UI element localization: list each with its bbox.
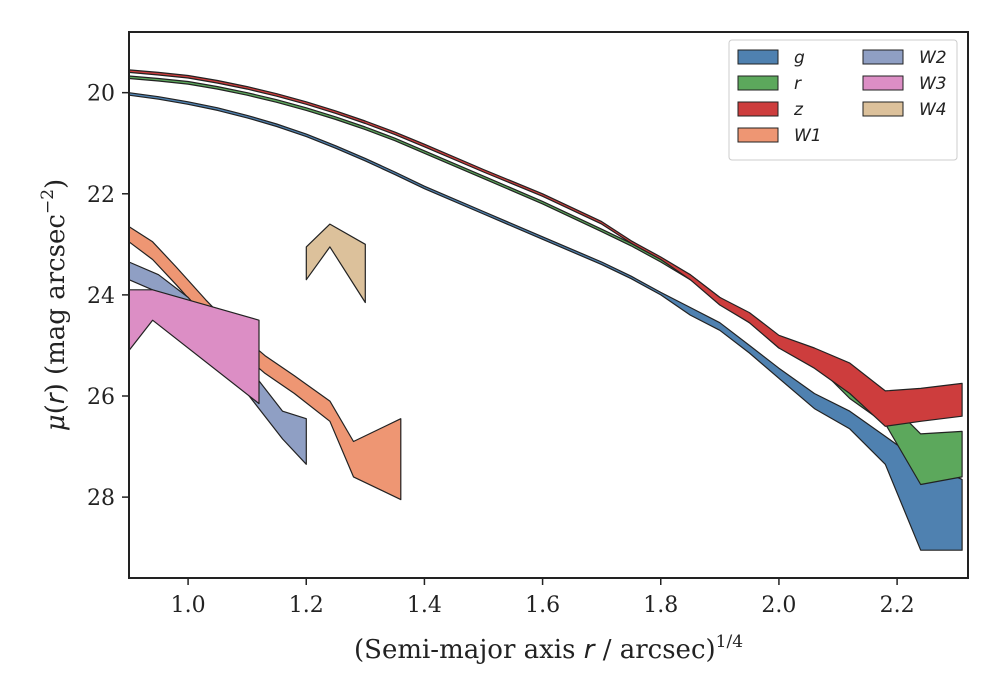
y-axis-label-unit: ) (mag arcsec: [41, 214, 71, 393]
y-tick-label: 28: [87, 486, 115, 511]
x-axis-label-unit: / arcsec): [594, 635, 715, 665]
x-axis-label-exponent: 1/4: [716, 632, 743, 652]
legend-box: [728, 39, 958, 161]
x-tick-label: 1.8: [643, 593, 678, 618]
legend-label-w2: W2: [919, 48, 947, 68]
legend-label-r: r: [794, 74, 802, 94]
x-tick-label: 2.0: [761, 593, 796, 618]
y-axis-label-variable: r: [41, 391, 71, 404]
legend-label-w3: W3: [919, 74, 947, 94]
y-tick-label: 22: [87, 183, 115, 208]
legend-label-w1: W1: [794, 126, 822, 146]
legend-swatch-w1: [737, 127, 779, 143]
plot-frame: [128, 31, 969, 579]
x-tick-label: 1.4: [407, 593, 442, 618]
legend-swatch-r: [737, 75, 779, 91]
x-tick-label: 1.6: [525, 593, 560, 618]
y-axis-label-open: (: [41, 404, 71, 414]
x-tick-label: 1.2: [289, 593, 324, 618]
series-band-g: [128, 92, 963, 551]
legend-label-z: z: [793, 100, 804, 120]
y-tick-label: 26: [87, 385, 115, 410]
legend-swatch-g: [737, 49, 779, 65]
legend-swatch-z: [737, 101, 779, 117]
y-tick-label: 20: [87, 82, 115, 107]
series-band-w4: [305, 223, 366, 304]
y-axis-label-close: ): [41, 179, 71, 189]
x-axis-label-variable: r: [584, 635, 597, 665]
y-tick-label: 24: [87, 284, 115, 309]
legend-swatch-w3: [862, 75, 904, 91]
series-band-r: [128, 75, 963, 486]
series-band-z: [128, 69, 963, 427]
x-tick-label: 2.2: [880, 593, 915, 618]
series-layer: [128, 69, 963, 551]
legend: grz W1 W2 W3 W4: [728, 39, 958, 161]
x-axis-label: (Semi-major axis r / arcsec)1/4: [354, 632, 743, 665]
y-axis-label: μ(r) (mag arcsec−2): [38, 179, 71, 431]
legend-label-g: g: [794, 48, 805, 68]
x-axis-label-prefix: (Semi-major axis: [354, 635, 584, 665]
ticks-layer: 1.0 1.2 1.4 1.6 1.8 2.0 2.2 20 22 24 26 28: [87, 82, 915, 618]
y-axis-label-symbol: μ: [41, 414, 71, 431]
series-band-w3: [128, 289, 260, 405]
legend-label-w4: W4: [919, 100, 947, 120]
y-axis-label-exponent: −2: [38, 189, 58, 214]
legend-swatch-w4: [862, 101, 904, 117]
legend-swatch-w2: [862, 49, 904, 65]
x-tick-label: 1.0: [171, 593, 206, 618]
